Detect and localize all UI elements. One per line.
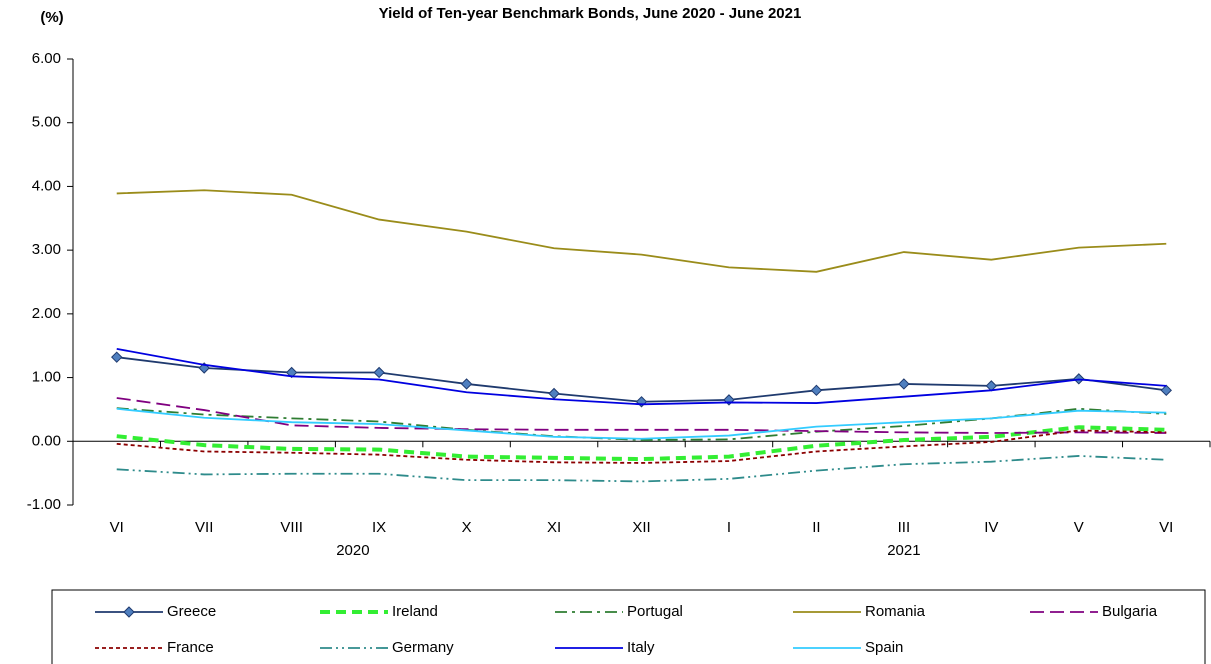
legend-label: Germany: [392, 639, 454, 656]
x-tick-label: VIII: [280, 519, 303, 536]
x-group-label: 2020: [336, 542, 369, 559]
legend-label: France: [167, 639, 214, 656]
y-tick-label: 3.00: [32, 241, 61, 258]
point-marker: [111, 351, 123, 363]
y-axis-label: (%): [40, 9, 63, 26]
x-tick-label: III: [898, 519, 911, 536]
series-line: [116, 348, 1167, 406]
series-line: [116, 455, 1167, 483]
x-tick-label: XII: [632, 519, 650, 536]
x-group-label: 2021: [887, 542, 920, 559]
y-tick-label: 2.00: [32, 305, 61, 322]
y-tick-label: 1.00: [32, 369, 61, 386]
series-line: [116, 397, 1167, 434]
x-tick-label: XI: [547, 519, 561, 536]
y-tick-label: 4.00: [32, 177, 61, 194]
series-line: [116, 407, 1167, 441]
chart-title: Yield of Ten-year Benchmark Bonds, June …: [379, 5, 802, 22]
legend-label: Bulgaria: [1102, 603, 1158, 620]
legend-label: Greece: [167, 603, 216, 620]
legend-box: [51, 589, 1206, 664]
point-marker: [548, 387, 560, 400]
point-marker: [285, 366, 298, 379]
point-marker: [1160, 384, 1172, 397]
x-tick-label: VI: [110, 519, 124, 536]
legend-label: Portugal: [627, 603, 683, 620]
series-line: [116, 356, 1167, 403]
point-marker: [373, 366, 385, 379]
point-marker: [460, 378, 473, 390]
y-tick-label: 5.00: [32, 114, 61, 131]
legend-label: Italy: [627, 639, 655, 656]
series-line: [116, 407, 1167, 440]
point-marker: [898, 378, 910, 390]
series-line: [116, 429, 1167, 464]
x-tick-label: VII: [195, 519, 213, 536]
x-tick-label: II: [812, 519, 820, 536]
x-tick-label: VI: [1159, 519, 1173, 536]
point-marker: [810, 384, 823, 397]
x-tick-label: IV: [984, 519, 998, 536]
legend-marker: [123, 606, 135, 618]
y-tick-label: -1.00: [27, 496, 61, 513]
series-line: [116, 189, 1167, 273]
y-tick-label: 6.00: [32, 50, 61, 67]
x-tick-label: X: [462, 519, 472, 536]
x-tick-label: V: [1074, 519, 1084, 536]
legend-label: Romania: [865, 603, 926, 620]
series-line: [116, 425, 1167, 462]
x-tick-label: I: [727, 519, 731, 536]
legend-label: Spain: [865, 639, 903, 656]
x-tick-label: IX: [372, 519, 386, 536]
legend-label: Ireland: [392, 603, 438, 620]
point-marker: [635, 396, 648, 408]
y-tick-label: 0.00: [32, 432, 61, 449]
